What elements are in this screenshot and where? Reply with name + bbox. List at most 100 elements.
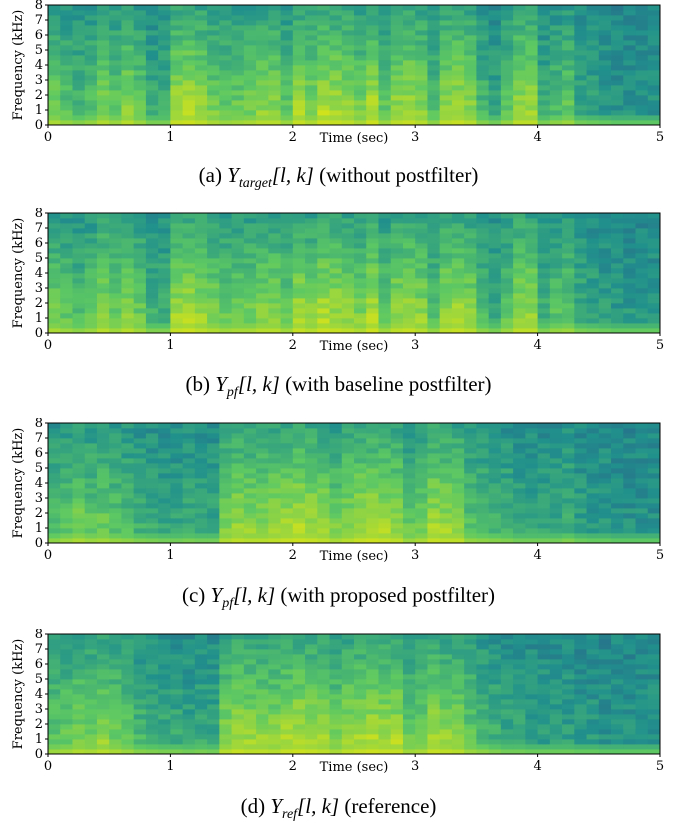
spectrogram-cell bbox=[647, 523, 661, 529]
spectrogram-cell bbox=[48, 110, 61, 116]
caption-d: (d) Yref[l, k] (reference) bbox=[0, 794, 677, 823]
y-tick-label: 0 bbox=[35, 536, 43, 551]
spectrogram-cell bbox=[635, 35, 649, 41]
spectrogram-cell bbox=[476, 463, 490, 469]
spectrogram-cell bbox=[390, 473, 404, 479]
spectrogram-cell bbox=[231, 508, 245, 514]
spectrogram-cell bbox=[537, 80, 551, 86]
spectrogram-cell bbox=[256, 263, 269, 269]
spectrogram-cell bbox=[488, 120, 502, 126]
spectrogram-cell bbox=[513, 105, 526, 111]
spectrogram-cell bbox=[145, 223, 159, 229]
spectrogram-cell bbox=[537, 533, 551, 539]
spectrogram-cell bbox=[84, 35, 98, 41]
spectrogram-cell bbox=[72, 233, 86, 239]
spectrogram-cell bbox=[121, 213, 135, 219]
spectrogram-cell bbox=[476, 55, 490, 61]
spectrogram-cell bbox=[562, 120, 575, 126]
spectrogram-cell bbox=[329, 744, 343, 750]
spectrogram-cell bbox=[451, 664, 465, 670]
spectrogram-cell bbox=[170, 288, 184, 294]
spectrogram-cell bbox=[158, 468, 171, 474]
spectrogram-cell bbox=[170, 719, 184, 725]
spectrogram-cell bbox=[145, 448, 159, 454]
spectrogram-cell bbox=[366, 50, 379, 56]
spectrogram-cell bbox=[145, 278, 159, 284]
spectrogram-cell bbox=[194, 248, 208, 254]
spectrogram-cell bbox=[586, 253, 600, 259]
spectrogram-cell bbox=[280, 213, 294, 219]
spectrogram-cell bbox=[194, 45, 208, 51]
spectrogram-cell bbox=[464, 704, 477, 710]
spectrogram-cell bbox=[562, 85, 575, 91]
spectrogram-cell bbox=[84, 659, 98, 665]
spectrogram-cell bbox=[305, 95, 318, 101]
spectrogram-cell bbox=[231, 328, 245, 334]
spectrogram-cell bbox=[427, 308, 441, 314]
spectrogram-cell bbox=[109, 433, 122, 439]
spectrogram-cell bbox=[121, 448, 135, 454]
spectrogram-cell bbox=[60, 528, 73, 534]
spectrogram-cell bbox=[415, 313, 428, 319]
spectrogram-cell bbox=[72, 248, 86, 254]
spectrogram-cell bbox=[96, 25, 110, 31]
spectrogram-cell bbox=[415, 65, 428, 71]
spectrogram-cell bbox=[500, 80, 514, 86]
spectrogram-cell bbox=[256, 120, 269, 126]
spectrogram-cell bbox=[611, 105, 624, 111]
spectrogram-cell bbox=[231, 228, 245, 234]
spectrogram-cell bbox=[525, 313, 538, 319]
spectrogram-cell bbox=[72, 95, 86, 101]
spectrogram-cell bbox=[292, 248, 306, 254]
spectrogram-cell bbox=[96, 679, 110, 685]
spectrogram-cell bbox=[48, 268, 61, 274]
spectrogram-cell bbox=[574, 679, 587, 685]
spectrogram-cell bbox=[464, 278, 477, 284]
spectrogram-cell bbox=[194, 30, 208, 36]
spectrogram-cell bbox=[341, 659, 355, 665]
spectrogram-cell bbox=[256, 293, 269, 299]
spectrogram-cell bbox=[194, 238, 208, 244]
spectrogram-cell bbox=[317, 95, 330, 101]
spectrogram-cell bbox=[317, 55, 330, 61]
spectrogram-cell bbox=[537, 453, 551, 459]
spectrogram-cell bbox=[549, 308, 563, 314]
spectrogram-cell bbox=[623, 649, 636, 655]
spectrogram-cell bbox=[427, 298, 441, 304]
spectrogram-cell bbox=[219, 423, 232, 429]
spectrogram-cell bbox=[145, 513, 159, 519]
spectrogram-cell bbox=[562, 273, 575, 279]
spectrogram-cell bbox=[72, 273, 86, 279]
spectrogram-cell bbox=[292, 654, 306, 660]
spectrogram-cell bbox=[415, 689, 428, 695]
spectrogram-cell bbox=[121, 528, 135, 534]
spectrogram-cell bbox=[464, 694, 477, 700]
spectrogram-cell bbox=[219, 293, 232, 299]
spectrogram-cell bbox=[182, 328, 196, 334]
spectrogram-cell bbox=[623, 293, 636, 299]
spectrogram-cell bbox=[256, 218, 269, 224]
spectrogram-cell bbox=[537, 684, 551, 690]
spectrogram-cell bbox=[305, 35, 318, 41]
spectrogram-cell bbox=[378, 423, 392, 429]
spectrogram-cell bbox=[219, 679, 232, 685]
spectrogram-cell bbox=[84, 478, 98, 484]
spectrogram-cell bbox=[243, 659, 257, 665]
spectrogram-cell bbox=[219, 744, 232, 750]
spectrogram-cell bbox=[48, 523, 61, 529]
spectrogram-cell bbox=[402, 538, 416, 544]
spectrogram-cell bbox=[48, 739, 61, 745]
spectrogram-cell bbox=[378, 228, 392, 234]
spectrogram-cell bbox=[341, 313, 355, 319]
spectrogram-cell bbox=[182, 659, 196, 665]
spectrogram-cell bbox=[243, 674, 257, 680]
spectrogram-cell bbox=[268, 493, 281, 499]
spectrogram-cell bbox=[182, 213, 196, 219]
spectrogram-cell bbox=[305, 75, 318, 81]
spectrogram-cell bbox=[182, 694, 196, 700]
spectrogram-cell bbox=[317, 233, 330, 239]
spectrogram-cell bbox=[158, 699, 171, 705]
spectrogram-cell bbox=[464, 739, 477, 745]
spectrogram-cell bbox=[513, 513, 526, 519]
spectrogram-cell bbox=[354, 258, 367, 264]
